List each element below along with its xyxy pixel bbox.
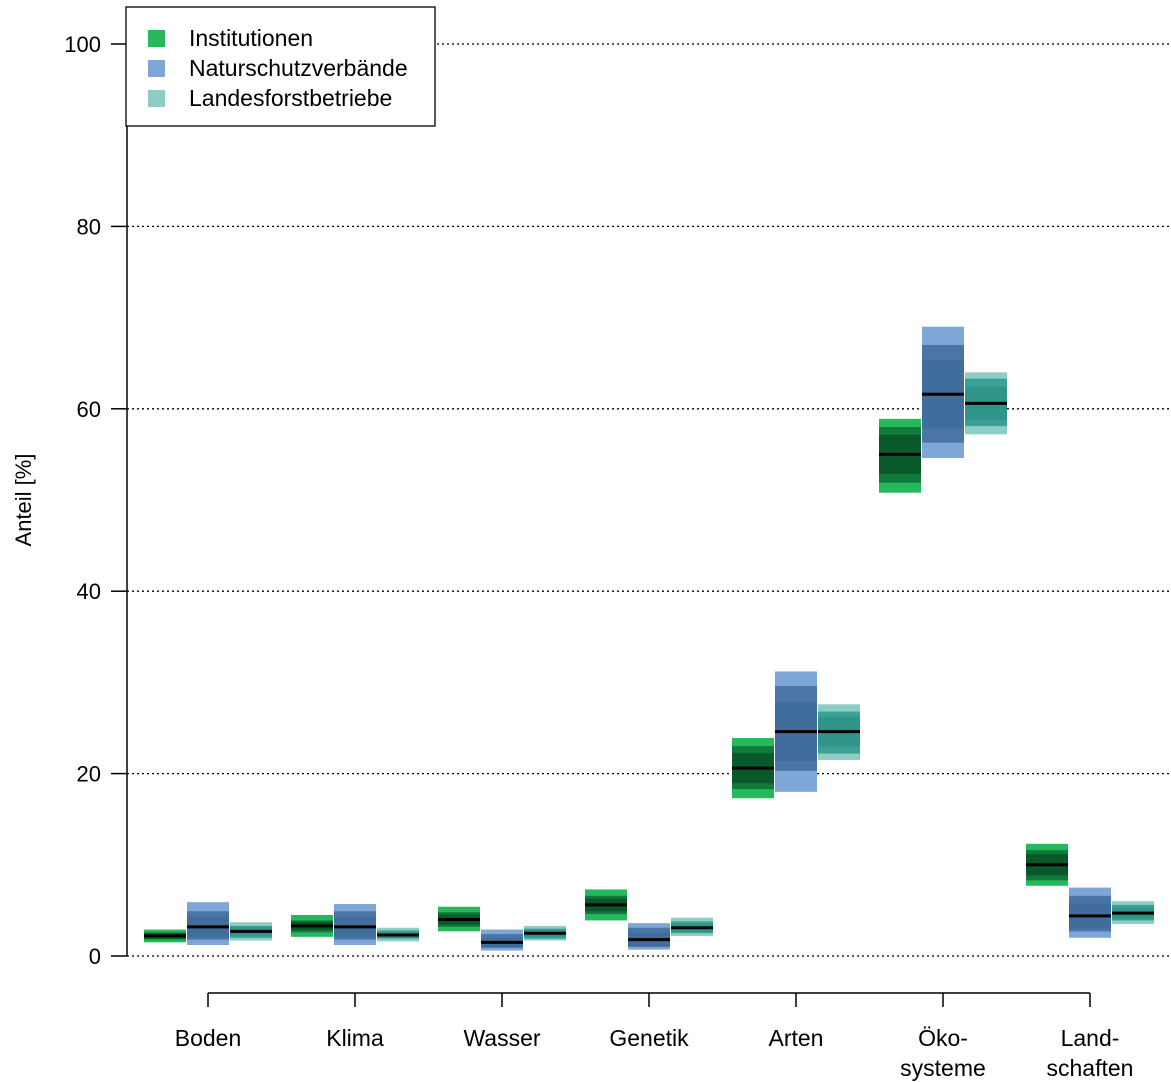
box-0-1 — [291, 914, 333, 937]
legend-swatch — [148, 90, 165, 107]
box-1-0 — [187, 902, 229, 946]
y-tick-label: 60 — [77, 397, 101, 422]
box-1-5 — [922, 326, 964, 459]
x-axis: Boden Klima Wasser Genetik Arten Öko-systeme L… — [175, 992, 1134, 1081]
x-tick-label: Land- — [1061, 1025, 1120, 1051]
y-tick-label: 40 — [77, 579, 101, 604]
legend-label: Institutionen — [189, 25, 313, 51]
box-1-1 — [334, 904, 376, 946]
y-tick-label: 0 — [89, 944, 101, 969]
gridlines — [127, 43, 1171, 957]
x-tick-label: Boden — [175, 1025, 242, 1051]
x-tick-label: Wasser — [463, 1025, 540, 1051]
box-2-1 — [377, 927, 419, 942]
legend: Institutionen Naturschutzverbände Landesfo… — [125, 6, 436, 127]
legend-box — [125, 6, 436, 127]
box-1-6 — [1069, 887, 1111, 938]
x-tick-label: Öko- — [918, 1025, 968, 1051]
legend-label: Naturschutzverbände — [189, 55, 408, 81]
box-0-2 — [438, 906, 480, 932]
x-tick-label: Genetik — [609, 1025, 689, 1051]
x-tick-label: systeme — [900, 1055, 986, 1081]
box-2-0 — [230, 922, 272, 941]
x-tick-label: Klima — [326, 1025, 384, 1051]
y-axis-label: Anteil [%] — [11, 454, 36, 547]
y-tick-label: 100 — [64, 32, 101, 57]
box-1-3 — [628, 923, 670, 950]
box-1-4 — [775, 671, 817, 792]
box-2-3 — [671, 917, 713, 936]
y-axis: 0 20 40 60 80 100 — [64, 32, 128, 969]
plot-area — [144, 326, 1154, 951]
legend-label: Landesforstbetriebe — [189, 85, 392, 111]
box-2-5 — [965, 372, 1007, 435]
box-0-5 — [879, 418, 921, 493]
legend-swatch — [148, 30, 165, 47]
box-1-2 — [481, 929, 523, 951]
box-2-2 — [524, 925, 566, 941]
box-2-4 — [818, 704, 860, 760]
box-0-4 — [732, 738, 774, 799]
box-0-3 — [585, 889, 627, 921]
box-0-0 — [144, 929, 186, 943]
box-0-6 — [1026, 843, 1068, 886]
x-tick-label: Arten — [769, 1025, 824, 1051]
box-2-6 — [1112, 901, 1154, 925]
x-tick-label: schaften — [1047, 1055, 1134, 1081]
y-tick-label: 20 — [77, 762, 101, 787]
y-tick-label: 80 — [77, 214, 101, 239]
legend-swatch — [148, 60, 165, 77]
